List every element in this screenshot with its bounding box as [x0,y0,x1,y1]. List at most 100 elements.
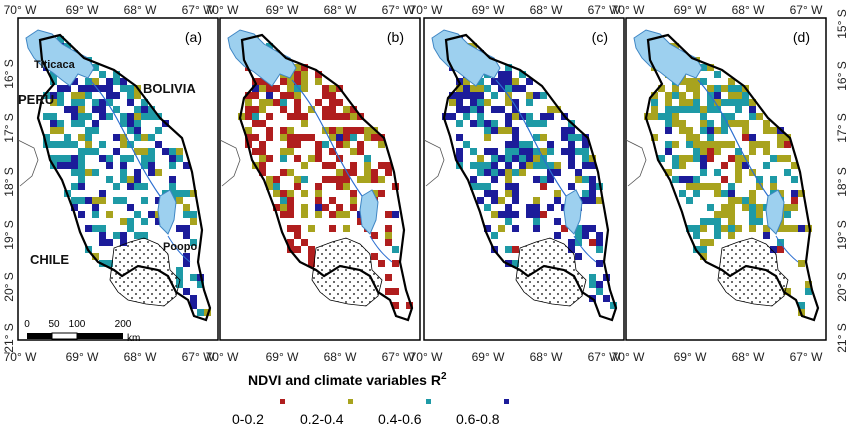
pixel-cell [700,64,707,71]
river-branch [775,235,799,263]
pixel-cell [280,169,287,176]
pixel-cell [71,141,78,148]
pixel-cell [540,120,547,127]
pixel-cell [106,260,113,267]
pixel-cell [99,99,106,106]
pixel-cell [85,225,92,232]
pixel-cell [190,302,197,309]
pixel-cell [85,169,92,176]
pixel-cell [526,113,533,120]
pixel-cell [512,225,519,232]
pixel-cell [784,155,791,162]
pixel-cell [113,106,120,113]
pixel-cell [700,239,707,246]
pixel-cell [169,155,176,162]
pixel-cell [505,99,512,106]
pixel-cell [540,162,547,169]
right-lat-label: 15° S [835,9,849,38]
pixel-cell [707,106,714,113]
pixel-cell [484,183,491,190]
pixel-cell [791,225,798,232]
river-branch [167,235,191,263]
pixel-cell [477,78,484,85]
pixel-cell [512,127,519,134]
pixel-cell [329,197,336,204]
pixel-cell [301,78,308,85]
pixel-cell [505,176,512,183]
pixel-cell [763,162,770,169]
pixel-cell [700,183,707,190]
pixel-cell [183,162,190,169]
pixel-cell [113,148,120,155]
lake-titicaca [25,29,95,87]
pixel-cell [700,253,707,260]
pixel-cell [470,148,477,155]
top-lon-label: 67° W [790,3,823,17]
pixel-cell [371,253,378,260]
pixel-cell [301,176,308,183]
bottom-lon-label: 70° W [206,350,239,364]
pixel-cell [64,141,71,148]
pixel-cell [463,141,470,148]
pixel-cell [92,253,99,260]
pixel-cell [85,134,92,141]
pixel-cell [245,106,252,113]
pixel-cell [477,92,484,99]
pixel-cell [155,141,162,148]
pixel-cell [294,78,301,85]
pixel-cell [728,85,735,92]
pixel-cell [294,141,301,148]
pixel-cell [519,85,526,92]
pixel-cell [315,211,322,218]
pixel-cell [57,155,64,162]
pixel-cell [71,78,78,85]
pixel-cell [505,64,512,71]
pixel-cell [693,106,700,113]
pixel-cell [728,183,735,190]
pixel-cell [603,295,610,302]
pixel-cell [120,176,127,183]
pixel-cell [315,183,322,190]
pixel-cell [176,274,183,281]
pixel-cell [749,169,756,176]
pixel-cell [547,169,554,176]
pixel-cell [266,99,273,106]
pixel-cell [540,92,547,99]
pixel-cell [280,92,287,99]
pixel-cell [120,120,127,127]
pixel-cell [470,183,477,190]
pixel-cell [784,169,791,176]
pixel-cell [658,155,665,162]
pixel-cell [665,106,672,113]
pixel-cell [735,155,742,162]
pixel-cell [791,197,798,204]
pixel-cell [665,113,672,120]
pixel-cell [134,176,141,183]
pixel-cell [777,246,784,253]
pixel-cell [106,239,113,246]
pixel-cell [589,225,596,232]
pixel-cell [134,106,141,113]
pixel-cell [99,71,106,78]
pixel-cell [505,71,512,78]
legend-title: NDVI and climate variables R2 [248,371,447,388]
pixel-cell [665,99,672,106]
pixel-cell [735,92,742,99]
pixel-cell [308,134,315,141]
pixel-cell [266,183,273,190]
pixel-cell [294,106,301,113]
pixel-cell [512,99,519,106]
pixel-cell [791,162,798,169]
pixel-cell [742,120,749,127]
pixel-cell [57,92,64,99]
top-lon-label: 69° W [472,3,505,17]
pixel-cell [350,134,357,141]
legend-swatch [426,399,431,404]
pixel-cell [742,134,749,141]
pixel-cell [519,155,526,162]
pixel-cell [784,134,791,141]
pixel-cell [183,190,190,197]
pixel-cell [728,197,735,204]
pixel-cell [714,232,721,239]
pixel-cell [141,155,148,162]
